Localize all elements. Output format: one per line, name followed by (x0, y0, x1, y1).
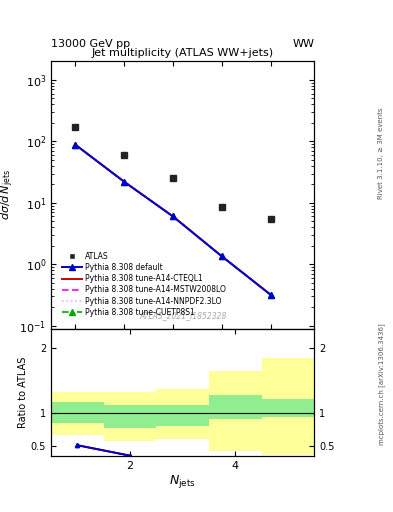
Y-axis label: $d\sigma/d\,N_{\mathsf{jets}}$: $d\sigma/d\,N_{\mathsf{jets}}$ (0, 169, 17, 220)
X-axis label: $N_{\mathsf{jets}}$: $N_{\mathsf{jets}}$ (169, 473, 196, 490)
Text: ATLAS_2021_I1852328: ATLAS_2021_I1852328 (139, 311, 226, 320)
Text: 13000 GeV pp: 13000 GeV pp (51, 38, 130, 49)
Title: Jet multiplicity (ATLAS WW+jets): Jet multiplicity (ATLAS WW+jets) (92, 48, 274, 58)
Y-axis label: Ratio to ATLAS: Ratio to ATLAS (18, 356, 28, 428)
Text: mcplots.cern.ch [arXiv:1306.3436]: mcplots.cern.ch [arXiv:1306.3436] (378, 323, 385, 445)
Text: Rivet 3.1.10, ≥ 3M events: Rivet 3.1.10, ≥ 3M events (378, 108, 384, 199)
Legend: ATLAS, Pythia 8.308 default, Pythia 8.308 tune-A14-CTEQL1, Pythia 8.308 tune-A14: ATLAS, Pythia 8.308 default, Pythia 8.30… (60, 249, 228, 319)
Text: WW: WW (292, 38, 314, 49)
